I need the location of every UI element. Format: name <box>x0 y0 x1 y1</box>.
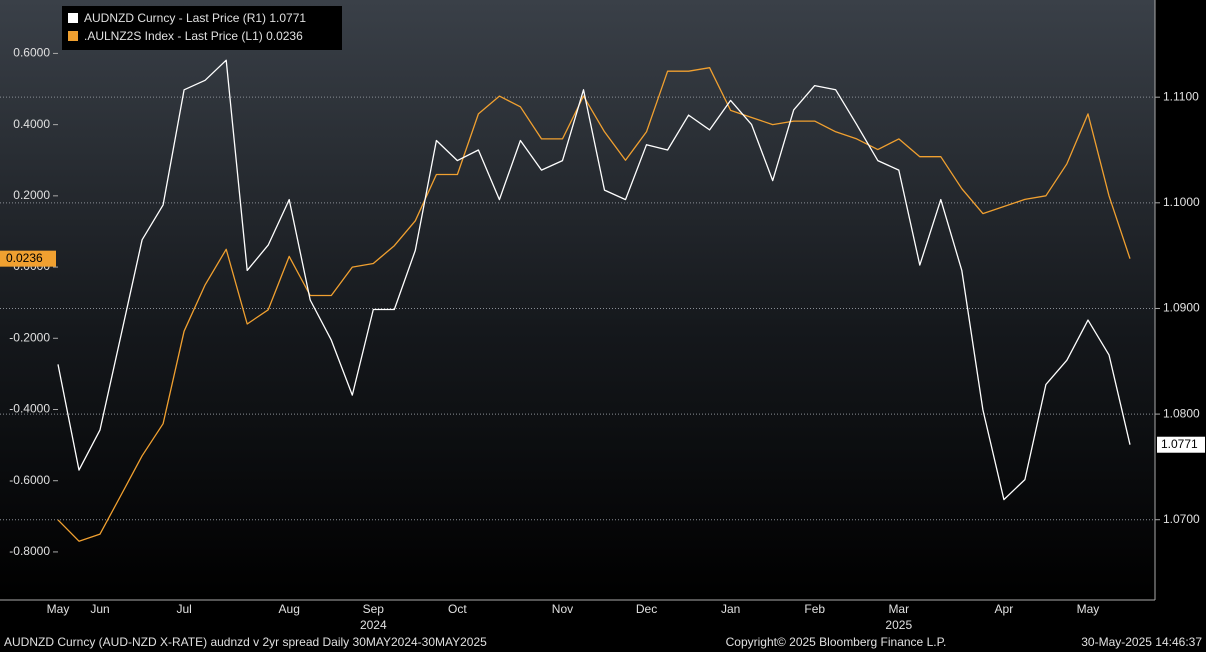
y2-tick-label: 1.1000 <box>1163 195 1200 209</box>
legend-value: 0.0236 <box>266 29 303 43</box>
x-tick-label: May <box>1077 602 1100 616</box>
x-tick-label: Aug <box>279 602 300 616</box>
legend-label: AUDNZD Curncy - Last Price (R1) 1.0771 <box>84 11 306 25</box>
y-tick-label: 0.4000 <box>13 117 50 131</box>
legend-name: AUDNZD Curncy - Last Price (R1) <box>84 11 266 25</box>
x-tick-label: Jul <box>176 602 191 616</box>
x-year-label: 2024 <box>360 618 387 632</box>
last-value-tag <box>1157 436 1205 453</box>
y2-tick-label: 1.1100 <box>1163 89 1199 103</box>
y-tick-label: -0.2000 <box>9 330 50 344</box>
legend-name: .AULNZ2S Index - Last Price (L1) <box>84 29 263 43</box>
footer-left: AUDNZD Curncy (AUD-NZD X-RATE) audnzd v … <box>4 635 487 649</box>
x-tick-label: Nov <box>552 602 573 616</box>
series-line <box>57 59 1131 501</box>
x-tick-label: Dec <box>636 602 657 616</box>
x-tick-label: Mar <box>888 602 909 616</box>
x-tick-label: Feb <box>804 602 825 616</box>
x-tick-label: May <box>47 602 70 616</box>
x-tick-label: Jan <box>721 602 740 616</box>
x-tick-label: Oct <box>448 602 467 616</box>
y2-tick-label: 1.0900 <box>1163 301 1200 315</box>
footer-center: Copyright© 2025 Bloomberg Finance L.P. <box>726 635 947 649</box>
legend-swatch <box>68 31 78 41</box>
last-value-label: 1.0771 <box>1161 437 1198 451</box>
last-value-tag <box>0 250 56 267</box>
x-year-label: 2025 <box>885 618 912 632</box>
y-tick-label: 0.6000 <box>13 46 50 60</box>
y-tick-label: -0.6000 <box>9 473 50 487</box>
series-line <box>57 67 1131 542</box>
x-tick-label: Apr <box>995 602 1014 616</box>
y-tick-label: 0.2000 <box>13 188 50 202</box>
y-tick-label: -0.8000 <box>9 544 50 558</box>
legend-box <box>62 6 342 50</box>
plot-area <box>0 0 1155 600</box>
last-value-label: 0.0236 <box>6 251 43 265</box>
legend-label: .AULNZ2S Index - Last Price (L1) 0.0236 <box>84 29 303 43</box>
x-tick-label: Sep <box>363 602 385 616</box>
legend: AUDNZD Curncy - Last Price (R1) 1.0771 .… <box>62 6 342 50</box>
y2-tick-label: 1.0700 <box>1163 512 1200 526</box>
legend-swatch <box>68 13 78 23</box>
y2-tick-label: 1.0800 <box>1163 406 1200 420</box>
x-tick-label: Jun <box>90 602 109 616</box>
legend-value: 1.0771 <box>269 11 306 25</box>
footer-right: 30-May-2025 14:46:37 <box>1081 635 1202 649</box>
y-tick-label: -0.4000 <box>9 402 50 416</box>
